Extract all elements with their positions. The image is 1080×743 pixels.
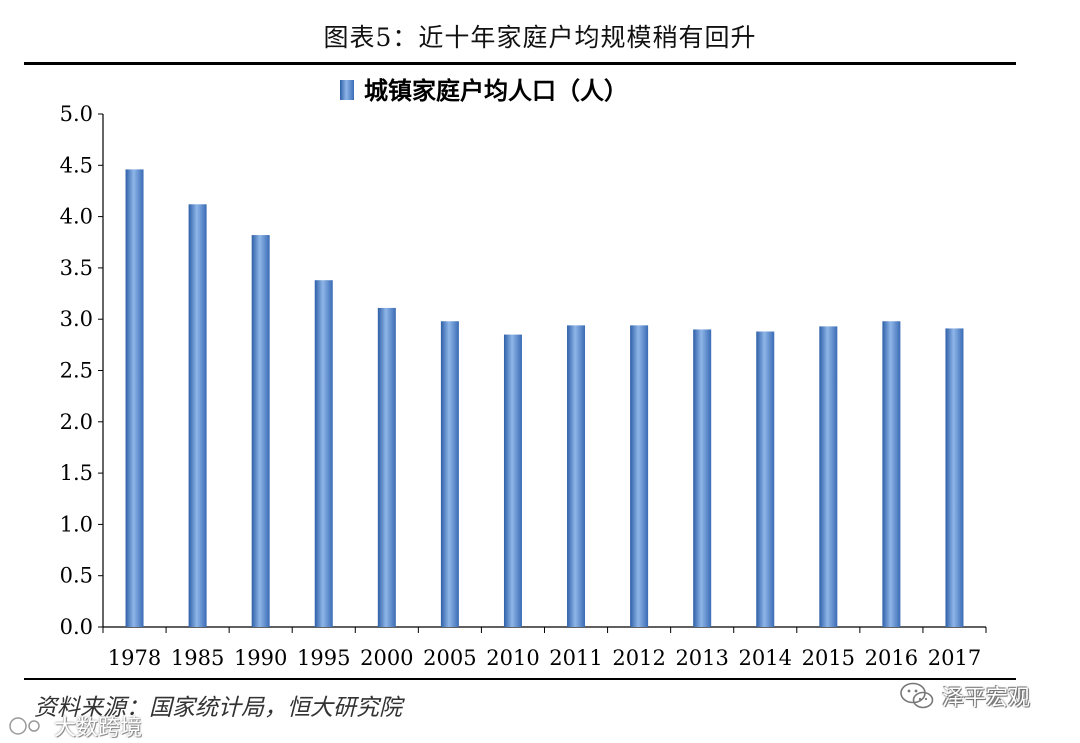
y-tick-label: 0.5 bbox=[60, 564, 93, 588]
chart-labels: 0.0 0.5 1.0 1.5 2.0 2.5 3.0 3.5 4.0 4.5 5.0 1978 198… bbox=[60, 102, 982, 670]
bar-2012 bbox=[630, 325, 649, 627]
y-tick-label: 2.5 bbox=[60, 359, 93, 383]
x-tick-label: 2005 bbox=[423, 646, 476, 670]
x-tick-label: 1985 bbox=[171, 646, 224, 670]
y-tick-label: 1.5 bbox=[60, 461, 93, 485]
bar-2010 bbox=[503, 334, 522, 627]
bar-2013 bbox=[693, 329, 712, 627]
brand-logo: 泽平宏观 bbox=[900, 680, 1030, 712]
brand-name: 泽平宏观 bbox=[942, 686, 1031, 711]
watermark-icon bbox=[9, 717, 40, 735]
figure-title: 图表5：近十年家庭户均规模稍有回升 bbox=[323, 23, 757, 52]
chart-legend: 城镇家庭户均人口（人） bbox=[340, 76, 628, 105]
y-tick-label: 3.5 bbox=[60, 256, 93, 280]
wechat-icon bbox=[900, 682, 934, 709]
x-tick-label: 1990 bbox=[234, 646, 287, 670]
y-tick-label: 5.0 bbox=[60, 102, 93, 126]
bar-2005 bbox=[440, 321, 459, 627]
x-tick-label: 2017 bbox=[928, 646, 981, 670]
legend-label: 城镇家庭户均人口（人） bbox=[364, 76, 628, 105]
bar-2011 bbox=[567, 325, 586, 627]
top-rule bbox=[24, 62, 1016, 65]
bar-2017 bbox=[945, 328, 964, 627]
bottom-rule bbox=[24, 678, 1016, 680]
y-tick-label: 4.0 bbox=[60, 205, 93, 229]
chart-axes bbox=[98, 113, 987, 633]
bar-2014 bbox=[756, 331, 775, 627]
y-tick-label: 3.0 bbox=[60, 307, 93, 331]
chart-bars bbox=[125, 169, 964, 628]
x-tick-label: 2012 bbox=[612, 646, 665, 670]
y-tick-label: 4.5 bbox=[60, 153, 93, 177]
x-tick-label: 2015 bbox=[802, 646, 855, 670]
x-tick-label: 1978 bbox=[108, 646, 161, 670]
x-tick-label: 2016 bbox=[865, 646, 918, 670]
watermark-text: 大数跨境 bbox=[54, 716, 143, 741]
watermark: 大数跨境 bbox=[8, 710, 142, 742]
bar-2015 bbox=[819, 326, 838, 627]
x-tick-label: 2013 bbox=[675, 646, 728, 670]
x-tick-label: 1995 bbox=[297, 646, 350, 670]
legend-swatch bbox=[340, 80, 354, 100]
y-tick-label: 2.0 bbox=[60, 410, 93, 434]
bar-1978 bbox=[125, 169, 144, 628]
x-tick-label: 2014 bbox=[739, 646, 792, 670]
y-tick-label: 1.0 bbox=[60, 512, 93, 536]
bar-1990 bbox=[251, 235, 270, 627]
bar-1985 bbox=[188, 204, 207, 627]
y-tick-label: 0.0 bbox=[60, 615, 93, 639]
bar-2000 bbox=[377, 307, 396, 627]
x-tick-label: 2011 bbox=[549, 646, 602, 670]
bar-2016 bbox=[882, 321, 901, 627]
bar-1995 bbox=[314, 280, 333, 627]
source-note: 资料来源：国家统计局，恒大研究院 bbox=[34, 695, 402, 721]
x-tick-label: 2000 bbox=[360, 646, 413, 670]
x-tick-label: 2010 bbox=[486, 646, 539, 670]
